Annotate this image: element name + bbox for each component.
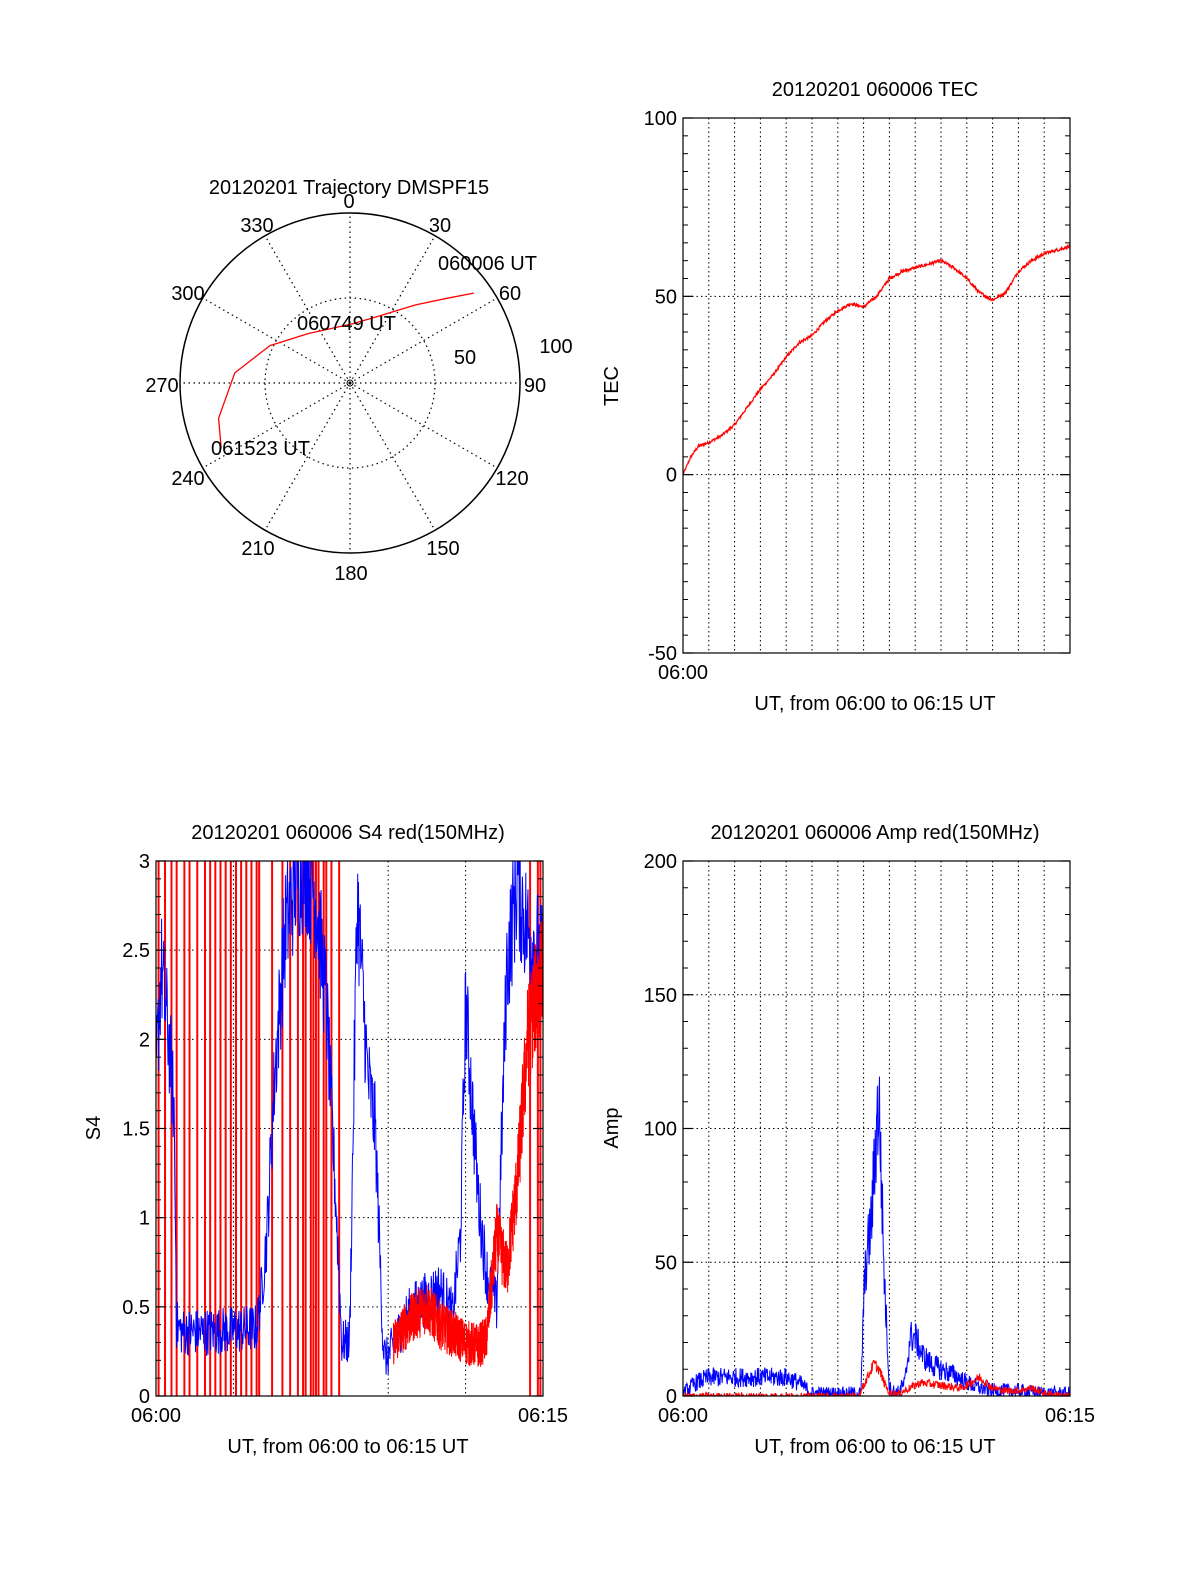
polar-trajectory — [217, 292, 474, 449]
polar-azimuth-label: 180 — [334, 563, 367, 585]
s4-xlabel: UT, from 06:00 to 06:15 UT — [227, 1436, 468, 1458]
tec-ylabel: TEC — [601, 366, 623, 406]
amp-ylabel: Amp — [601, 1107, 623, 1148]
polar-azimuth-label: 300 — [171, 283, 204, 305]
polar-inner-ring — [264, 297, 436, 469]
s4-ylabel: S4 — [83, 1116, 105, 1140]
amp-plot-series — [683, 1076, 1070, 1396]
polar-azimuth-label: 90 — [524, 375, 546, 397]
y-tick-label: 1.5 — [122, 1119, 150, 1141]
tec-xlabel: UT, from 06:00 to 06:15 UT — [754, 693, 995, 715]
tec-chart: 20120201 060006 TEC UT, from 06:00 to 06… — [601, 79, 1071, 715]
polar-spoke — [264, 382, 351, 531]
y-tick-label: 3 — [139, 851, 150, 873]
x-tick-label: 06:15 — [1045, 1405, 1095, 1427]
y-tick-label: 150 — [644, 985, 677, 1007]
x-tick-label: 06:00 — [658, 662, 708, 684]
polar-spoke — [349, 382, 436, 531]
polar-azimuth-label: 270 — [145, 375, 178, 397]
s4-title: 20120201 060006 S4 red(150MHz) — [191, 822, 505, 844]
s4-plot-series — [156, 861, 543, 1396]
series-line-blue — [156, 861, 543, 1375]
polar-azimuth-label: 240 — [171, 468, 204, 490]
polar-elevation-label: 100 — [539, 336, 572, 358]
x-tick-label: 06:00 — [658, 1405, 708, 1427]
series-line-blue — [683, 1076, 1070, 1396]
polar-azimuth-label: 210 — [241, 538, 274, 560]
series-line-red — [683, 1359, 1070, 1396]
amp-title: 20120201 060006 Amp red(150MHz) — [710, 822, 1039, 844]
series-line-red — [683, 243, 1070, 475]
polar-azimuth-label: 120 — [495, 468, 528, 490]
x-tick-label: 06:00 — [131, 1405, 181, 1427]
y-tick-label: 2.5 — [122, 940, 150, 962]
y-tick-label: 100 — [644, 1119, 677, 1141]
polar-grid — [179, 212, 521, 554]
y-tick-label: 50 — [655, 1252, 677, 1274]
s4-chart: 20120201 060006 S4 red(150MHz) UT, from … — [83, 822, 568, 1458]
amp-plot-area: 0 50 100 150 200 06:00 06:15 — [644, 851, 1095, 1427]
amp-xlabel: UT, from 06:00 to 06:15 UT — [754, 1436, 995, 1458]
series-line-red — [392, 910, 543, 1367]
polar-elevation-label: 50 — [454, 347, 476, 369]
polar-spoke — [349, 235, 436, 384]
y-tick-label: 200 — [644, 851, 677, 873]
polar-azimuth-label: 150 — [426, 538, 459, 560]
y-tick-label: 100 — [644, 108, 677, 130]
polar-azimuth-label: 330 — [240, 215, 273, 237]
y-tick-label: 0 — [139, 1386, 150, 1408]
y-tick-label: 0 — [666, 465, 677, 487]
polar-outer-ring — [179, 212, 521, 554]
polar-spoke — [349, 382, 498, 469]
polar-azimuth-label: 0 — [343, 191, 354, 213]
polar-spoke — [202, 382, 351, 469]
polar-azimuth-label: 30 — [429, 215, 451, 237]
tec-title: 20120201 060006 TEC — [772, 79, 978, 101]
y-tick-label: 2 — [139, 1029, 150, 1051]
y-tick-label: 0 — [666, 1386, 677, 1408]
polar-title: 20120201 Trajectory DMSPF15 — [209, 177, 489, 199]
polar-time-annotation: 061523 UT — [211, 438, 310, 460]
polar-trajectory-chart: 20120201 Trajectory DMSPF15 0 30 60 90 120 15… — [145, 177, 572, 585]
polar-spoke — [349, 297, 498, 384]
polar-trajectory-line — [217, 292, 474, 449]
s4-plot-area: 0 0.5 1 1.5 2 2.5 3 06:00 06:15 — [122, 851, 568, 1427]
y-tick-label: -50 — [648, 643, 677, 665]
tec-plot-series — [683, 243, 1070, 475]
tec-plot-area: -50 0 50 100 06:00 — [644, 108, 1071, 684]
polar-time-annotation: 060006 UT — [438, 253, 537, 275]
amp-chart: 20120201 060006 Amp red(150MHz) UT, from… — [601, 822, 1095, 1458]
polar-labels: 0 30 60 90 120 150 180 210 240 270 300 330 50 100 0600… — [145, 191, 572, 585]
polar-azimuth-label: 60 — [499, 283, 521, 305]
polar-time-annotation: 060749 UT — [297, 313, 396, 335]
y-tick-label: 50 — [655, 286, 677, 308]
x-tick-label: 06:15 — [518, 1405, 568, 1427]
y-tick-label: 0.5 — [122, 1297, 150, 1319]
polar-center — [346, 379, 354, 387]
y-tick-label: 1 — [139, 1208, 150, 1230]
